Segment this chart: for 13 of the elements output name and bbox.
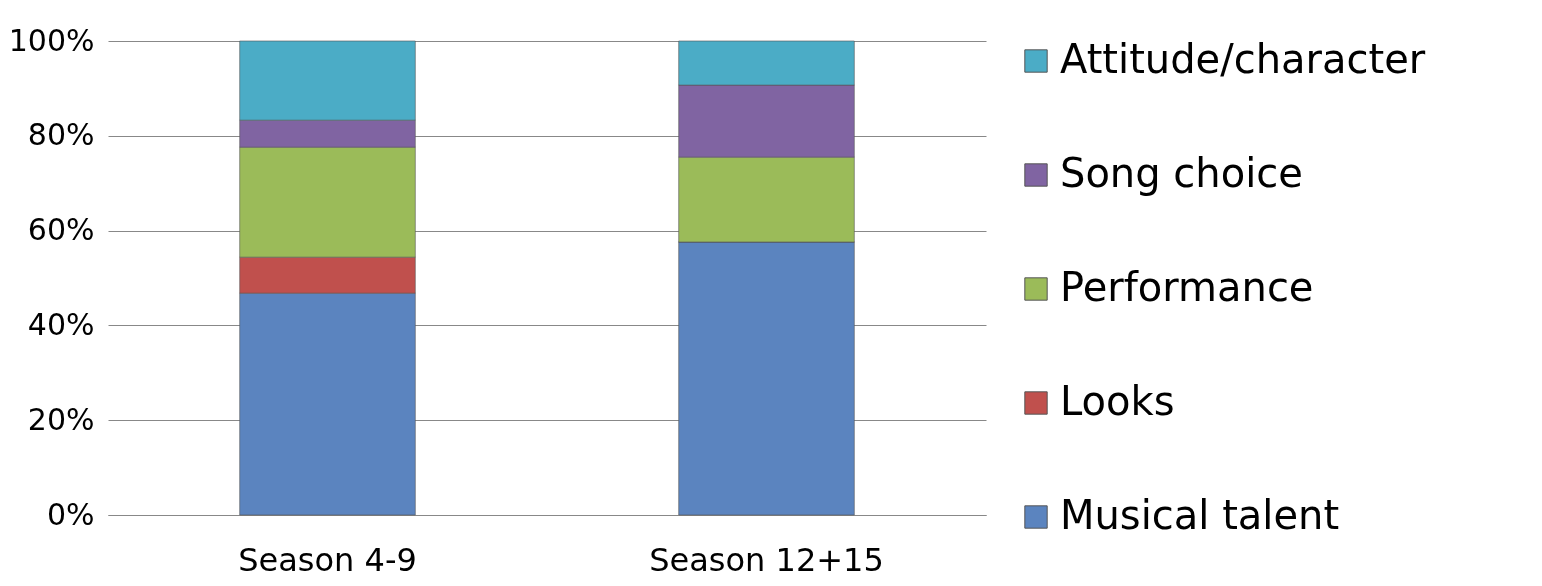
x-tick-label: Season 4-9 bbox=[238, 540, 417, 579]
y-tick-label: 60% bbox=[27, 212, 95, 248]
legend-label: Attitude/character bbox=[1060, 36, 1426, 82]
y-tick-label: 80% bbox=[27, 117, 95, 153]
y-tick-label: 0% bbox=[46, 496, 95, 532]
legend-label: Song choice bbox=[1060, 150, 1303, 196]
legend-label: Performance bbox=[1060, 264, 1314, 310]
legend-label: Looks bbox=[1060, 378, 1175, 424]
legend-label: Musical talent bbox=[1060, 492, 1340, 538]
x-tick-label: Season 12+15 bbox=[649, 540, 884, 579]
y-tick-label: 100% bbox=[8, 22, 95, 58]
y-tick-label: 20% bbox=[27, 401, 95, 437]
y-tick-label: 40% bbox=[27, 306, 95, 342]
